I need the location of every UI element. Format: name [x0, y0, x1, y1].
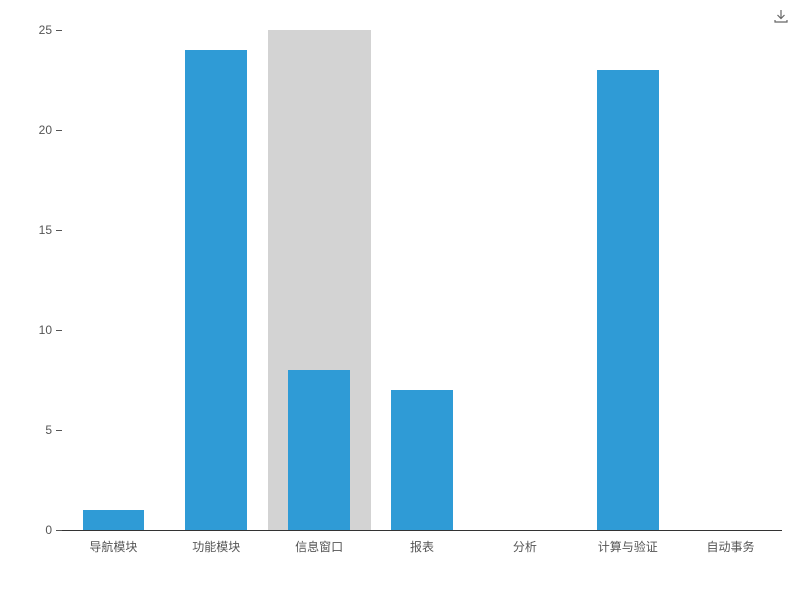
- bar[interactable]: [185, 50, 247, 530]
- y-tick-label: 25: [39, 23, 52, 37]
- bar[interactable]: [597, 70, 659, 530]
- x-tick-label: 信息窗口: [295, 538, 343, 555]
- bar[interactable]: [83, 510, 145, 530]
- x-tick-label: 报表: [410, 538, 434, 555]
- chart-container: 0 5 10 15 20 25 导航模块 功能模块 信息窗口 报表 分析 计算与验证 自动事务: [0, 0, 801, 600]
- y-tick-label: 20: [39, 123, 52, 137]
- bar[interactable]: [391, 390, 453, 530]
- y-tick: [56, 30, 62, 31]
- y-tick: [56, 230, 62, 231]
- y-tick: [56, 330, 62, 331]
- y-tick: [56, 430, 62, 431]
- y-tick-label: 10: [39, 323, 52, 337]
- bar[interactable]: [288, 370, 350, 530]
- y-tick: [56, 130, 62, 131]
- chart-area: 0 5 10 15 20 25 导航模块 功能模块 信息窗口 报表 分析 计算与验证 自动事务: [0, 0, 801, 600]
- y-tick-label: 0: [45, 523, 52, 537]
- y-tick-label: 5: [45, 423, 52, 437]
- plot-area: 0510152025导航模块功能模块信息窗口报表分析计算与验证自动事务: [62, 30, 782, 531]
- x-tick-label: 自动事务: [707, 538, 755, 555]
- y-tick-label: 15: [39, 223, 52, 237]
- x-tick-label: 导航模块: [89, 538, 137, 555]
- x-tick-label: 计算与验证: [598, 538, 658, 555]
- y-tick: [56, 530, 62, 531]
- x-tick-label: 功能模块: [192, 538, 240, 555]
- x-tick-label: 分析: [513, 538, 537, 555]
